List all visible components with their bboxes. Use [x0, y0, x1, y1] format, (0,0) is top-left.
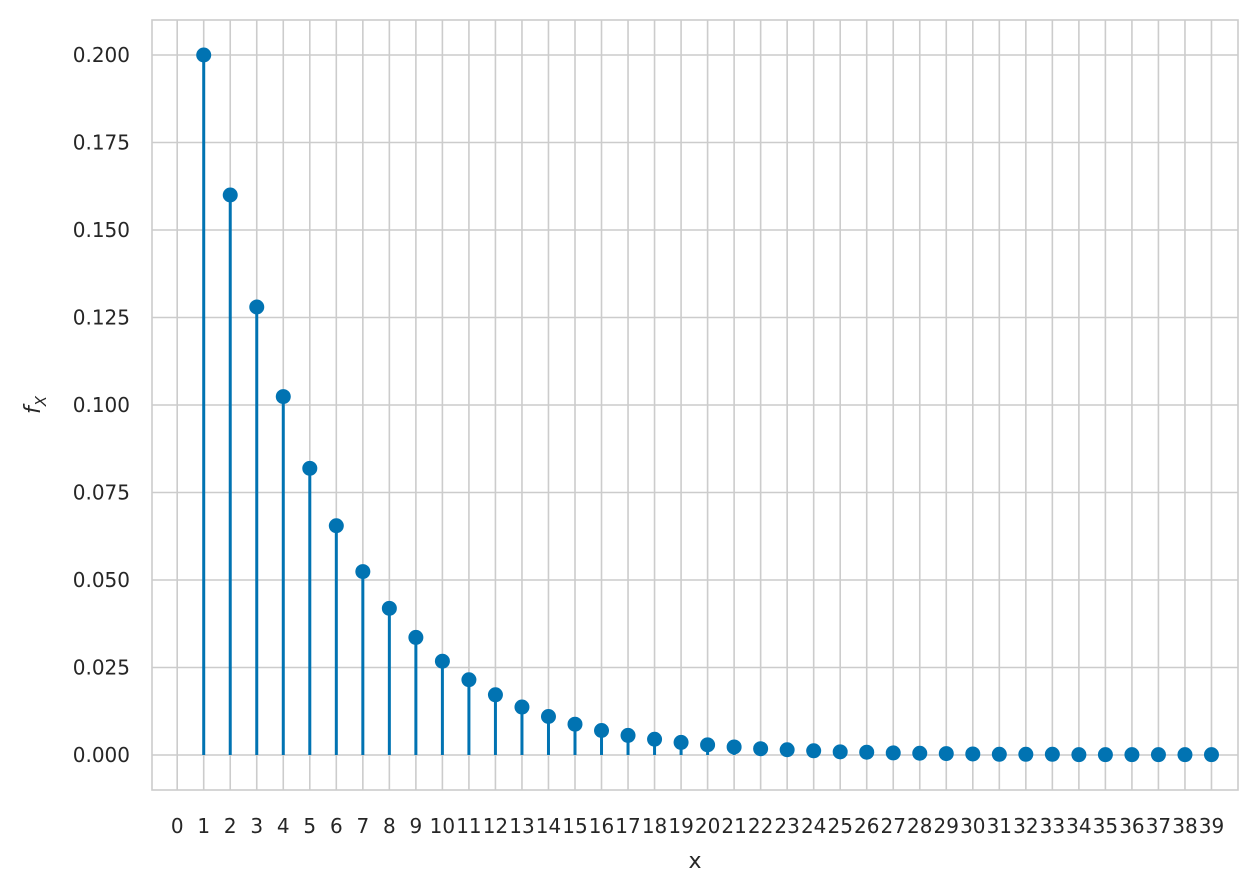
stem-marker: [1124, 747, 1140, 763]
y-tick-label: 0.175: [73, 131, 130, 155]
stem-marker: [1044, 746, 1060, 762]
stem-marker: [275, 389, 291, 405]
x-tick-label: 9: [410, 814, 423, 838]
x-tick-label: 16: [589, 814, 614, 838]
stem-marker: [461, 672, 477, 688]
grid: [152, 20, 1238, 790]
stem-marker: [487, 687, 503, 703]
x-tick-label: 14: [536, 814, 561, 838]
x-tick-label: 35: [1093, 814, 1118, 838]
x-tick-label: 30: [960, 814, 985, 838]
stem-marker: [328, 518, 344, 534]
stem-marker: [620, 727, 636, 743]
y-tick-labels: 0.000 0.025 0.050 0.075 0.100 0.125 0.150 0.175…: [73, 43, 130, 767]
plot-frame: [151, 19, 1239, 791]
stem-marker: [912, 745, 928, 761]
stem-marker: [1071, 747, 1087, 763]
x-tick-label: 38: [1172, 814, 1197, 838]
stem-marker: [196, 47, 212, 63]
x-tick-label: 1: [197, 814, 210, 838]
stem-marker: [381, 600, 397, 616]
x-tick-label: 15: [562, 814, 587, 838]
y-axis-label: fX: [21, 395, 50, 414]
x-tick-label: 10: [430, 814, 455, 838]
x-tick-label: 4: [277, 814, 290, 838]
x-tick-label: 34: [1066, 814, 1091, 838]
stem-marker: [832, 744, 848, 760]
stem-marker: [1018, 746, 1034, 762]
y-tick-label: 0.075: [73, 481, 130, 505]
stem-marker: [567, 716, 583, 732]
stem-marker: [859, 744, 875, 760]
stem-marker: [1177, 747, 1193, 763]
x-tick-label: 7: [356, 814, 369, 838]
x-tick-label: 24: [801, 814, 826, 838]
stem-marker: [885, 745, 901, 761]
x-tick-label: 27: [881, 814, 906, 838]
stem-marker: [753, 741, 769, 757]
stem-marker: [806, 743, 822, 759]
x-tick-label: 26: [854, 814, 879, 838]
y-tick-label: 0.100: [73, 393, 130, 417]
stem-marker: [726, 739, 742, 755]
x-tick-label: 32: [1013, 814, 1038, 838]
x-tick-label: 6: [330, 814, 343, 838]
x-tick-label: 33: [1040, 814, 1065, 838]
stem-marker: [1150, 747, 1166, 763]
x-tick-label: 8: [383, 814, 396, 838]
x-tick-label: 11: [456, 814, 481, 838]
x-tick-label: 31: [987, 814, 1012, 838]
x-tick-label: 17: [615, 814, 640, 838]
markers: [196, 47, 1219, 763]
stem-marker: [249, 299, 265, 315]
x-tick-label: 22: [748, 814, 773, 838]
x-tick-label: 2: [224, 814, 237, 838]
stem-marker: [514, 699, 530, 715]
y-tick-label: 0.025: [73, 656, 130, 680]
x-tick-label: 37: [1146, 814, 1171, 838]
stem-marker: [647, 731, 663, 747]
stem-marker: [540, 709, 556, 724]
stem-marker: [965, 746, 981, 762]
y-tick-label: 0.200: [73, 43, 130, 67]
y-tick-label: 0.050: [73, 568, 130, 592]
stem-marker: [222, 187, 238, 203]
stem-marker: [1097, 747, 1113, 763]
y-tick-label: 0.150: [73, 218, 130, 242]
stem-marker: [700, 737, 716, 753]
stem-marker: [302, 460, 318, 476]
x-tick-labels: 0 1 2 3 4 5 6 7 8 9 10 11 12 13 14 15 16 17 18 19 20 21 22 23 24…: [171, 814, 1224, 838]
x-tick-label: 19: [668, 814, 693, 838]
stem-marker: [594, 723, 610, 738]
x-tick-label: 39: [1199, 814, 1224, 838]
stem-marker: [408, 629, 424, 645]
x-tick-label: 18: [642, 814, 667, 838]
stem-marker: [938, 746, 954, 762]
x-tick-label: 21: [721, 814, 746, 838]
stem-marker: [991, 746, 1007, 762]
x-tick-label: 29: [934, 814, 959, 838]
y-tick-label: 0.125: [73, 306, 130, 330]
x-tick-label: 25: [827, 814, 852, 838]
stem-marker: [779, 742, 795, 758]
stem-marker: [434, 653, 450, 669]
stem-marker: [355, 564, 371, 580]
x-tick-label: 36: [1119, 814, 1144, 838]
stem-marker: [1203, 747, 1219, 763]
x-tick-label: 5: [303, 814, 316, 838]
x-tick-label: 0: [171, 814, 184, 838]
x-tick-label: 28: [907, 814, 932, 838]
x-tick-label: 20: [695, 814, 720, 838]
x-tick-label: 13: [509, 814, 534, 838]
x-axis-label: x: [688, 849, 701, 874]
stem-marker: [673, 734, 689, 750]
y-tick-label: 0.000: [73, 743, 130, 767]
x-tick-label: 3: [250, 814, 263, 838]
x-tick-label: 12: [483, 814, 508, 838]
x-tick-label: 23: [774, 814, 799, 838]
